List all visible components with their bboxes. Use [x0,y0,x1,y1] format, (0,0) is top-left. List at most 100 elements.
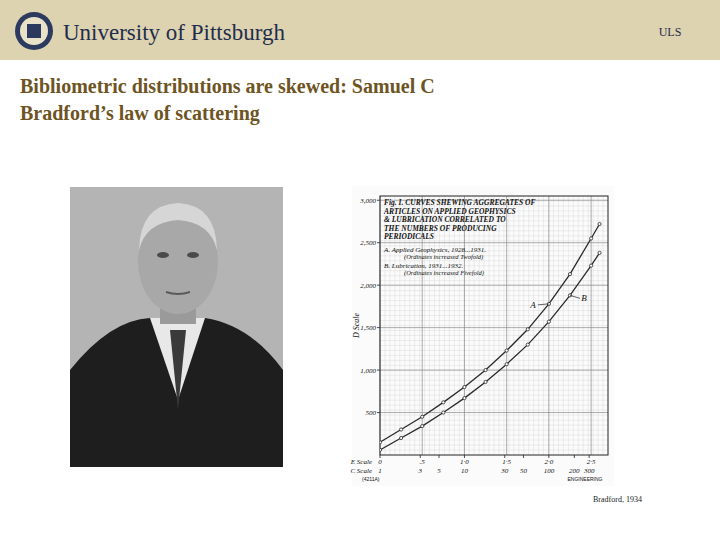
grid-line [591,196,592,455]
x2-tick-label: 1 [378,467,382,475]
series-line [380,253,600,450]
minor-grid-line [380,390,608,391]
x2-tick-label: 300 [583,467,595,475]
portrait-hair [139,203,217,250]
minor-grid-line [380,405,608,406]
grid-line [506,196,507,455]
series-point [421,415,424,418]
series-point [421,425,424,428]
seal-inner [20,17,48,45]
minor-grid-line [380,305,608,306]
portrait-tie [170,330,186,410]
minor-grid-line [380,310,608,311]
header-bar [0,0,720,60]
series-point [505,363,508,366]
minor-grid-line [380,345,608,346]
grid-line [380,285,608,286]
figure-code: (4211A) [362,476,380,482]
minor-grid-line [380,350,608,351]
slide-title: Bibliometric distributions are skewed: S… [20,75,435,97]
minor-grid-line [380,380,608,381]
minor-grid-line [380,395,608,396]
minor-grid-line [380,295,608,296]
y-tick-label: 500 [366,409,377,417]
series-point [547,320,550,323]
x2-tick-label: 200 [569,467,580,475]
x-tick-label: .5 [420,458,426,466]
curve-label-leader [570,295,580,298]
minor-grid-line [380,355,608,356]
minor-grid-line [380,315,608,316]
y-tick-label: 2,500 [360,239,376,247]
grid-line [548,196,549,455]
minor-grid-line [380,450,608,451]
minor-grid-line [380,410,608,411]
minor-grid-line [380,285,608,286]
portrait-bg [70,187,283,467]
minor-grid-line [380,330,608,331]
seal [15,12,53,50]
minor-grid-line [380,335,608,336]
series-point [380,448,382,451]
series-point [442,411,445,414]
series-line [380,224,600,442]
series-point [526,328,529,331]
grid-line [464,196,465,455]
grid-line [380,327,608,328]
series-point [463,397,466,400]
y-tick-label: 2,000 [360,282,376,290]
x-tick-label: 1·5 [502,458,511,466]
series-point [598,222,601,225]
x2-axis-label: C Scale [350,467,372,475]
x-tick-label: 2·0 [545,458,554,466]
y-tick-label: 1,500 [360,324,376,332]
x-tick-label: 0 [378,458,382,466]
seal-shield [27,24,41,38]
grid-line [380,412,608,413]
series-point [400,436,403,439]
minor-grid-line [380,400,608,401]
minor-grid-line [380,385,608,386]
minor-grid-line [380,370,608,371]
series-point [505,349,508,352]
series-point [463,385,466,388]
curve-label: A [529,300,536,310]
institution: University of Pittsburgh [63,20,285,45]
minor-grid-line [380,280,608,281]
minor-grid-line [380,415,608,416]
x-axis-label: E Scale [350,458,372,466]
legend-note: (Ordinates increased Twofold) [404,253,483,261]
series-point [590,237,593,240]
x2-tick-label: 50 [520,467,528,475]
x2-note: ENGINEERING [567,476,602,482]
portrait-suit [70,318,283,467]
minor-grid-line [380,425,608,426]
unit: ULS [659,25,682,39]
grid-line [380,242,608,243]
series-point [526,343,529,346]
curve-label: B [581,293,587,303]
series-point [400,428,403,431]
minor-grid-line [380,445,608,446]
x2-tick-label: 5 [437,467,441,475]
series-point [380,441,382,444]
x2-tick-label: 100 [544,467,555,475]
minor-grid-line [380,440,608,441]
seal-outer [15,12,53,50]
x-tick-label: 2·5 [587,458,596,466]
figure-title: PERIODICALS [384,232,434,241]
legend-note: (Ordinates increased Fivefold) [404,269,484,277]
minor-grid-line [380,435,608,436]
slide: University of Pittsburgh ULS Bibliometric … [0,0,720,540]
plot-frame [380,196,608,455]
curve-label-leader [538,304,549,305]
minor-grid [380,196,608,455]
x2-tick-label: 30 [500,467,509,475]
series-point [590,264,593,267]
chart-paper [352,186,614,486]
series-point [484,380,487,383]
minor-grid-line [380,340,608,341]
y-tick-label: 1,000 [360,367,376,375]
x-tick-label: 1·0 [460,458,469,466]
minor-grid-line [380,420,608,421]
